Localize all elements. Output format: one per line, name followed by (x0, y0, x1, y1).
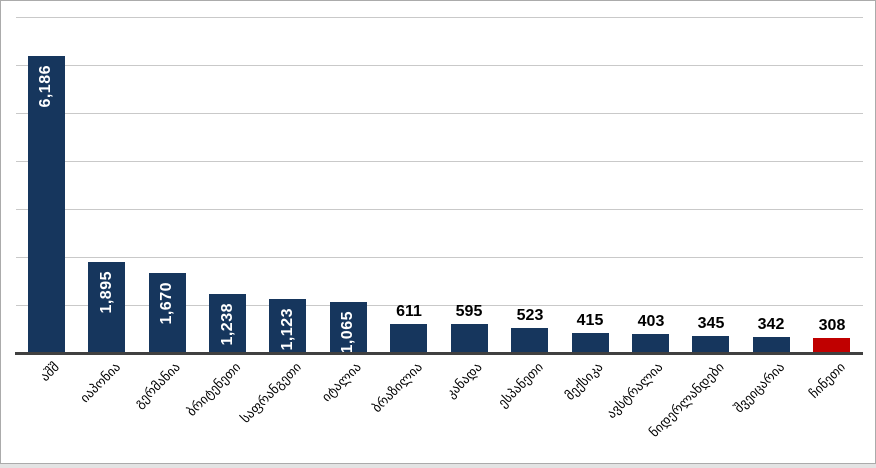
x-axis-label: ჩინეთი (806, 360, 849, 402)
bar-value-label: 415 (576, 312, 604, 329)
bar-value-label: 1,895 (98, 271, 115, 314)
bar-value-label: 342 (757, 316, 785, 333)
bar-value-label: 611 (396, 303, 422, 320)
bar (572, 333, 609, 353)
gridline (16, 305, 863, 306)
bar-value-label: 595 (455, 303, 483, 320)
gridline (16, 113, 863, 114)
bar (813, 338, 850, 353)
x-axis-label: კანადა (443, 360, 486, 402)
x-axis-label: ავსტრალია (604, 360, 667, 423)
bar (511, 328, 548, 353)
gridline (16, 65, 863, 66)
bar-value-label: 1,123 (279, 308, 296, 351)
bar-value-label: 1,670 (158, 282, 175, 325)
x-axis-label: საფრანგეთი (238, 360, 305, 427)
x-axis-label: იტალია (319, 360, 365, 406)
bar (149, 273, 186, 353)
gridline (16, 209, 863, 210)
bar-value-label: 308 (818, 317, 846, 334)
gridline (16, 257, 863, 258)
bar-value-label: 1,065 (339, 311, 356, 354)
bar-value-label: 1,238 (219, 303, 236, 346)
bar (451, 324, 488, 353)
bar (209, 294, 246, 353)
x-axis-label: ბრიტენეთი (183, 360, 244, 420)
x-axis-label: აშშ (37, 360, 63, 385)
bar (632, 334, 669, 353)
x-axis-label: მექსიკა (562, 360, 607, 404)
x-axis-label: გერმანია (131, 360, 184, 412)
gridline (16, 17, 863, 18)
bar (330, 302, 367, 353)
x-axis-label: იაპონია (77, 360, 124, 407)
x-axis-label: ბრაზილია (369, 360, 426, 416)
frame-bottom-strip (0, 464, 876, 468)
bar (753, 337, 790, 353)
bar-value-label: 403 (637, 313, 665, 330)
bar-value-label: 6,186 (37, 65, 54, 108)
bar-value-label: 345 (697, 315, 725, 332)
gridline (16, 161, 863, 162)
x-axis-line (15, 352, 863, 355)
bar (88, 262, 125, 353)
x-axis-label: ესპანეთი (495, 360, 547, 412)
bar (692, 336, 729, 353)
bar (28, 56, 65, 353)
bar (269, 299, 306, 353)
x-axis-label: შვეიცარია (731, 360, 788, 417)
bar (390, 324, 427, 353)
bar-value-label: 523 (516, 307, 544, 324)
